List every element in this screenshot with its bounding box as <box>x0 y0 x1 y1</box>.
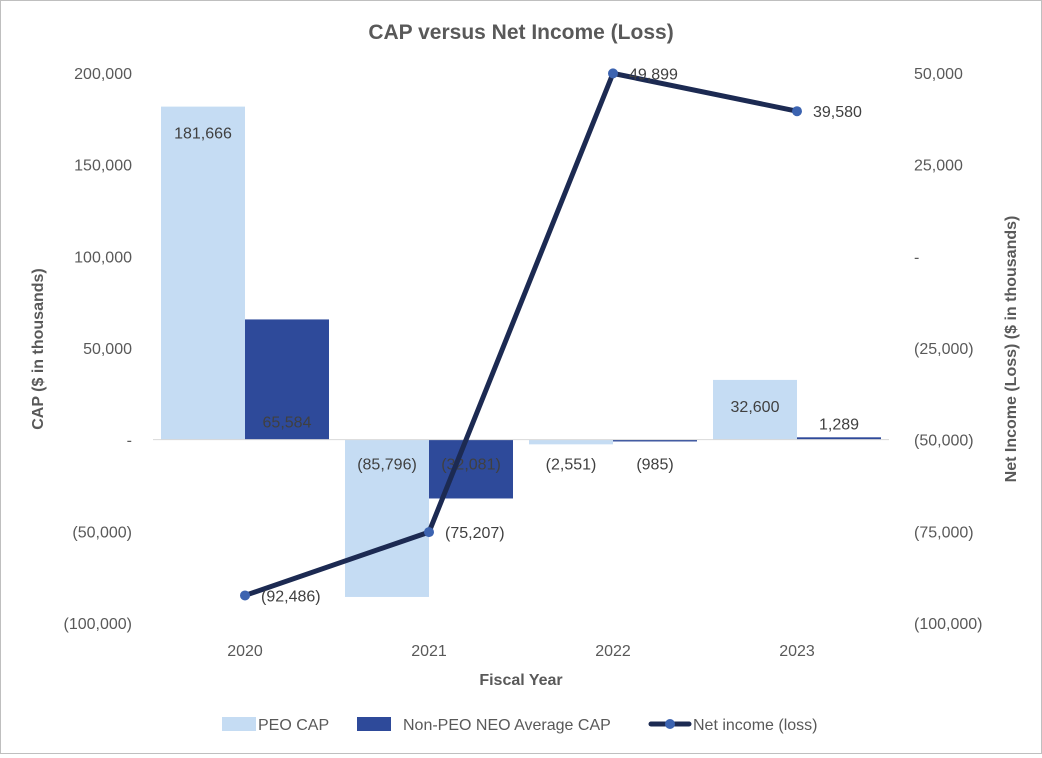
bar-non-peo-cap-2022 <box>613 439 697 442</box>
net-income-point-2023 <box>792 106 802 117</box>
right-axis-ticks: 50,000 25,000 - (25,000) (50,000) (75,000) (10… <box>914 66 983 633</box>
y-tick-label: - <box>127 433 132 450</box>
bar-peo-cap-2020 <box>161 106 245 440</box>
left-axis-ticks: 200,000 150,000 100,000 50,000 - (50,000) (100… <box>64 66 133 633</box>
y-tick-label: (100,000) <box>64 616 133 633</box>
legend-swatch-peo-cap <box>222 717 256 731</box>
y-tick-label: 200,000 <box>74 66 132 83</box>
legend-label: Net income (loss) <box>693 717 817 734</box>
bar-data-label: (2,551) <box>546 457 597 474</box>
legend-swatch-non-peo-cap <box>357 717 391 731</box>
x-tick-label: 2021 <box>411 643 447 660</box>
y-tick-label: 50,000 <box>83 341 132 358</box>
bar-data-label: 65,584 <box>263 415 312 432</box>
y2-tick-label: - <box>914 249 919 266</box>
bar-peo-cap-2023 <box>713 379 797 440</box>
bar-non-peo-cap-2021 <box>429 439 513 499</box>
bar-data-label: (85,796) <box>357 457 417 474</box>
x-axis-ticks: 2020 2021 2022 2023 <box>227 643 815 660</box>
bar-non-peo-cap-2023 <box>797 437 881 440</box>
bar-series <box>161 106 881 597</box>
y2-tick-label: (50,000) <box>914 433 974 450</box>
legend-label: Non-PEO NEO Average CAP <box>403 717 611 734</box>
net-income-point-2020 <box>240 590 250 601</box>
y-axis-title: CAP ($ in thousands) <box>30 268 47 430</box>
bar-data-label: 181,666 <box>174 126 232 143</box>
bar-data-label: (32,081) <box>441 457 501 474</box>
y2-tick-label: (100,000) <box>914 616 983 633</box>
chart-title: CAP versus Net Income (Loss) <box>368 21 673 44</box>
net-income-data-label: 49,899 <box>629 66 678 83</box>
y-tick-label: (50,000) <box>72 524 132 541</box>
bar-non-peo-cap-2020 <box>245 319 329 440</box>
legend-label: PEO CAP <box>258 717 329 734</box>
bar-data-label: 32,600 <box>731 399 780 416</box>
x-axis-title: Fiscal Year <box>479 672 562 689</box>
x-tick-label: 2023 <box>779 643 815 660</box>
x-tick-label: 2022 <box>595 643 631 660</box>
bar-data-label: (985) <box>636 457 673 474</box>
bar-peo-cap-2022 <box>529 439 613 445</box>
y2-tick-label: 25,000 <box>914 158 963 175</box>
net-income-data-label: 39,580 <box>813 104 862 121</box>
bar-peo-cap-2021 <box>345 439 429 597</box>
y-tick-label: 100,000 <box>74 249 132 266</box>
y-tick-label: 150,000 <box>74 158 132 175</box>
y2-tick-label: (25,000) <box>914 341 974 358</box>
net-income-data-label: (92,486) <box>261 588 321 605</box>
net-income-data-label: (75,207) <box>445 525 505 542</box>
net-income-point-2022 <box>608 68 618 79</box>
line-series: (92,486) (75,207) 49,899 39,580 <box>240 66 862 605</box>
legend: PEO CAP Non-PEO NEO Average CAP Net income… <box>222 717 817 734</box>
y2-tick-label: 50,000 <box>914 66 963 83</box>
bar-data-label: 1,289 <box>819 416 859 433</box>
legend-swatch-net-income-marker <box>665 719 675 729</box>
y2-tick-label: (75,000) <box>914 524 974 541</box>
net-income-point-2021 <box>424 527 434 538</box>
net-income-line <box>242 70 800 598</box>
x-tick-label: 2020 <box>227 643 263 660</box>
y2-axis-title: Net Income (Loss) ($ in thousands) <box>1003 216 1020 483</box>
